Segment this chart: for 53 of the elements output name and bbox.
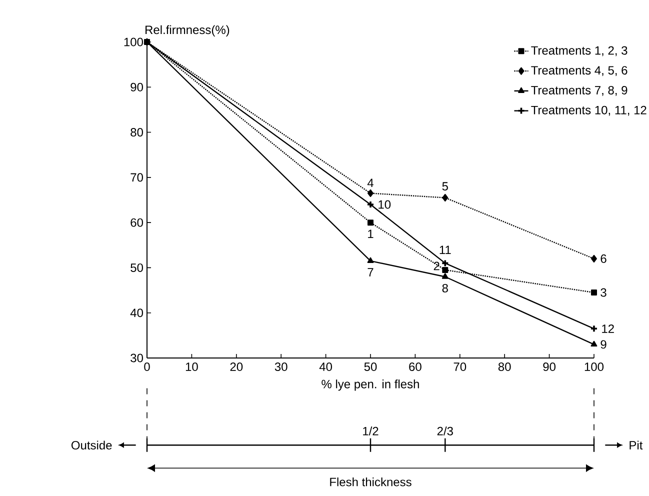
text: Flesh thickness xyxy=(330,477,412,486)
annotation: 5 xyxy=(442,182,448,191)
point xyxy=(368,220,374,226)
annotation: 12 xyxy=(602,324,614,333)
point xyxy=(590,340,598,347)
annotation: 3 xyxy=(600,288,606,297)
annotation: 8 xyxy=(442,284,448,292)
point xyxy=(366,200,374,208)
annotation: 10 xyxy=(378,200,391,209)
point xyxy=(441,259,450,268)
annotation: 6 xyxy=(600,254,606,263)
point xyxy=(442,194,448,202)
text: 1/2 xyxy=(363,426,378,436)
x-tick-label: 70 xyxy=(454,362,466,372)
legend-label: Treatments 1, 2, 3 xyxy=(531,46,628,56)
y-tick-label: 90 xyxy=(130,82,144,92)
y-tick-label: 40 xyxy=(130,308,144,318)
x-tick-label: 30 xyxy=(274,362,288,372)
legend-label: Treatments 7, 8, 9 xyxy=(531,86,628,96)
annotation: 7 xyxy=(368,268,374,276)
y-tick-label: 30 xyxy=(130,354,144,362)
legend-label: Treatments 10, 11, 12 xyxy=(531,106,646,116)
x-tick-label: 90 xyxy=(543,362,556,372)
annotation: 2 xyxy=(434,262,440,270)
point xyxy=(590,254,597,262)
y-tick-label: 60 xyxy=(130,218,144,227)
point xyxy=(442,266,448,273)
y-tick-label: 50 xyxy=(130,263,144,272)
x-tick-label: 50 xyxy=(364,362,377,372)
annotation: 11 xyxy=(440,246,451,254)
point xyxy=(368,189,374,198)
legend-label: Treatments 4, 5, 6 xyxy=(531,66,628,76)
x-tick-label: 0 xyxy=(144,362,150,372)
x-tick-label: 10 xyxy=(186,362,198,372)
x-tick-label: 80 xyxy=(498,362,511,372)
annotation: 4 xyxy=(367,178,374,188)
y-axis-title: Rel.firmness(%) xyxy=(146,25,230,36)
x-tick-label: 100 xyxy=(584,362,604,372)
text: Pit xyxy=(630,440,643,450)
text: 2/3 xyxy=(437,426,453,436)
text: Outside xyxy=(71,440,112,450)
annotation: 9 xyxy=(600,340,606,349)
x-axis-title: % lye pen. in flesh xyxy=(322,380,419,391)
y-tick-label: 70 xyxy=(130,173,144,182)
x-tick-label: 40 xyxy=(319,362,332,372)
point xyxy=(590,290,597,296)
point xyxy=(442,273,448,279)
point xyxy=(367,257,374,264)
x-tick-label: 60 xyxy=(409,362,422,372)
y-tick-label: 100 xyxy=(124,38,144,46)
y-tick-label: 80 xyxy=(130,128,144,137)
annotation: 1 xyxy=(368,230,374,238)
x-tick-label: 20 xyxy=(230,362,243,372)
